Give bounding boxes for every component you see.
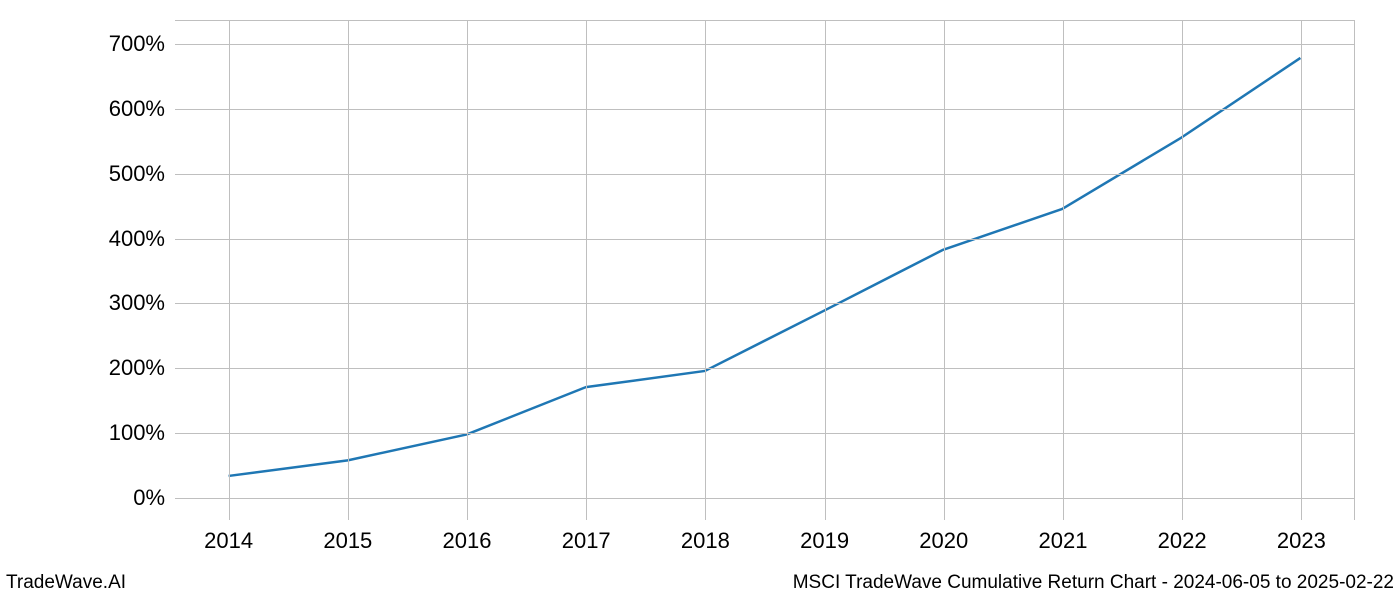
grid-line-vertical [467, 21, 468, 520]
return-polyline [229, 58, 1301, 476]
grid-line-horizontal [175, 174, 1354, 175]
grid-line-horizontal [175, 498, 1354, 499]
x-tick-label: 2018 [681, 520, 730, 554]
grid-line-vertical [1063, 21, 1064, 520]
return-series-line [175, 21, 1354, 520]
x-tick-label: 2014 [204, 520, 253, 554]
chart-caption: MSCI TradeWave Cumulative Return Chart -… [793, 572, 1394, 594]
y-tick-label: 300% [109, 290, 175, 316]
y-tick-label: 700% [109, 31, 175, 57]
grid-line-horizontal [175, 44, 1354, 45]
grid-line-vertical [229, 21, 230, 520]
x-tick-label: 2015 [323, 520, 372, 554]
grid-line-horizontal [175, 368, 1354, 369]
grid-line-vertical [705, 21, 706, 520]
x-tick-label: 2021 [1038, 520, 1087, 554]
grid-line-vertical [944, 21, 945, 520]
y-tick-label: 200% [109, 355, 175, 381]
plot-area: 0%100%200%300%400%500%600%700%2014201520… [175, 20, 1355, 520]
brand-watermark: TradeWave.AI [6, 572, 126, 594]
grid-line-horizontal [175, 303, 1354, 304]
grid-line-horizontal [175, 109, 1354, 110]
x-tick-label: 2017 [562, 520, 611, 554]
grid-line-vertical [348, 21, 349, 520]
x-tick-label: 2020 [919, 520, 968, 554]
grid-line-vertical [586, 21, 587, 520]
y-tick-label: 600% [109, 96, 175, 122]
grid-line-horizontal [175, 433, 1354, 434]
x-tick-label: 2022 [1158, 520, 1207, 554]
y-tick-label: 500% [109, 161, 175, 187]
grid-line-vertical [1301, 21, 1302, 520]
cumulative-return-chart: 0% 100% 200% 300% 400% 500% 600% 700% 2014 2015 20… [0, 0, 1400, 600]
x-tick-label: 2019 [800, 520, 849, 554]
y-tick-label: 0% [133, 485, 175, 511]
x-tick-label: 2023 [1277, 520, 1326, 554]
y-tick-label: 100% [109, 420, 175, 446]
y-tick-label: 400% [109, 226, 175, 252]
grid-line-vertical [825, 21, 826, 520]
grid-line-horizontal [175, 239, 1354, 240]
x-tick-label: 2016 [443, 520, 492, 554]
grid-line-vertical [1182, 21, 1183, 520]
